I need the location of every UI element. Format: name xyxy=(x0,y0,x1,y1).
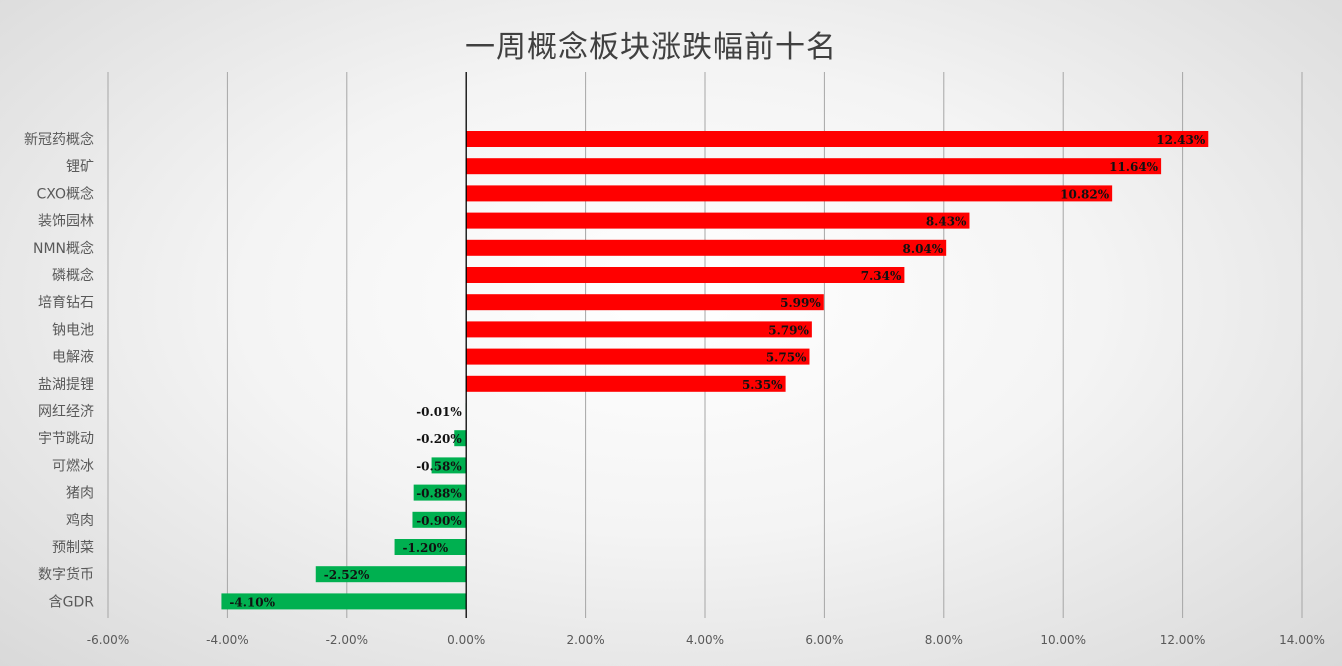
data-label: -1.20% xyxy=(403,541,449,555)
data-label: -0.01% xyxy=(416,405,462,419)
category-label: 可燃冰 xyxy=(52,457,94,474)
category-label: 含GDR xyxy=(49,594,95,610)
data-label: -0.58% xyxy=(416,459,462,473)
x-tick-label: -4.00% xyxy=(206,633,248,647)
bar xyxy=(466,321,812,338)
data-label: 5.99% xyxy=(780,296,821,310)
category-label: 鸡肉 xyxy=(66,512,94,529)
data-label: -0.88% xyxy=(416,487,462,501)
category-label: 预制菜 xyxy=(52,540,94,556)
bar xyxy=(466,348,810,365)
bar xyxy=(454,430,467,447)
bar xyxy=(466,239,947,256)
x-tick-label: 6.00% xyxy=(805,633,843,647)
chart-title: 一周概念板块涨跌幅前十名 xyxy=(465,30,837,65)
category-label: 盐湖提锂 xyxy=(38,377,94,393)
bar xyxy=(466,375,786,392)
data-label: -0.90% xyxy=(416,514,462,528)
category-label: 钠电池 xyxy=(52,322,94,338)
x-tick-label: 12.00% xyxy=(1160,633,1206,647)
category-label: 新冠药概念 xyxy=(24,131,94,148)
data-label: 11.64% xyxy=(1109,160,1159,174)
bar xyxy=(466,158,1162,175)
category-label: NMN概念 xyxy=(33,240,94,257)
category-label: 电解液 xyxy=(52,350,94,366)
data-label: 10.82% xyxy=(1060,187,1110,201)
category-label: 网红经济 xyxy=(38,404,94,420)
x-tick-label: 8.00% xyxy=(925,633,963,647)
data-label: 5.79% xyxy=(768,323,809,337)
data-label: 5.75% xyxy=(766,351,807,365)
bar xyxy=(466,294,824,311)
category-label: 磷概念 xyxy=(52,267,94,284)
data-label: 8.04% xyxy=(903,242,944,256)
category-label: 数字货币 xyxy=(38,566,94,583)
category-label: 装饰园林 xyxy=(38,214,94,230)
category-label: 宇节跳动 xyxy=(38,431,94,447)
bar xyxy=(394,539,467,555)
x-tick-label: -6.00% xyxy=(87,633,129,647)
bar xyxy=(466,131,1209,147)
x-tick-label: 4.00% xyxy=(686,633,724,647)
bar xyxy=(466,185,1113,202)
category-label: 锂矿 xyxy=(66,159,94,175)
bar xyxy=(315,566,467,583)
bar xyxy=(221,593,467,610)
category-label: CXO概念 xyxy=(37,185,95,202)
x-tick-label: 14.00% xyxy=(1279,633,1325,647)
data-label: -4.10% xyxy=(229,595,275,609)
bar xyxy=(412,511,467,528)
data-label: 5.35% xyxy=(742,378,783,392)
x-tick-label: -2.00% xyxy=(326,633,368,647)
bar xyxy=(466,267,905,283)
data-label: 7.34% xyxy=(861,269,902,283)
bar xyxy=(431,457,467,474)
x-tick-label: 10.00% xyxy=(1040,633,1086,647)
bar xyxy=(466,212,970,229)
data-label: -2.52% xyxy=(324,568,370,582)
x-tick-label: 2.00% xyxy=(567,633,605,647)
data-label: 12.43% xyxy=(1156,133,1206,147)
data-label: -0.20% xyxy=(416,432,462,446)
category-label: 猪肉 xyxy=(66,486,94,502)
category-label: 培育钻石 xyxy=(38,295,94,311)
x-tick-label: 0.00% xyxy=(447,633,485,647)
bar xyxy=(413,484,467,501)
data-label: 8.43% xyxy=(926,215,967,229)
